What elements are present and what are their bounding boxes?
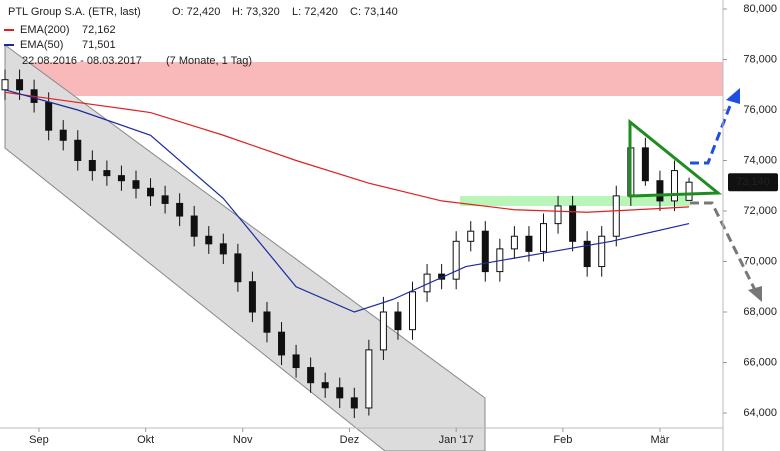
arrow-head <box>748 286 762 302</box>
candle-body <box>176 202 184 217</box>
candle-body <box>394 311 402 331</box>
candle-body <box>685 181 693 201</box>
legend-value: 71,501 <box>82 39 116 51</box>
trend-channel <box>4 44 486 451</box>
candle-body <box>117 175 125 182</box>
candle-body <box>598 235 606 268</box>
x-tick-label: Jan '17 <box>439 434 474 446</box>
candle-body <box>190 215 198 237</box>
candle-body <box>350 397 358 409</box>
candle-body <box>510 235 518 250</box>
candle-body <box>103 170 111 177</box>
candle-body <box>248 281 256 313</box>
y-tick-label: 66,000 <box>743 356 777 368</box>
candle-body <box>161 195 169 204</box>
candle-body <box>321 382 329 389</box>
candle-body <box>641 147 649 182</box>
date-range: 22.08.2016 - 08.03.2017 <box>22 55 142 67</box>
candle-body <box>612 195 620 237</box>
candle-body <box>307 367 315 384</box>
y-tick-label: 64,000 <box>743 407 777 419</box>
candle-body <box>147 187 155 197</box>
header-open: O: 72,420 <box>172 6 220 18</box>
x-tick-label: Sep <box>29 434 49 446</box>
y-tick-label: 68,000 <box>743 306 777 318</box>
candle-body <box>88 160 96 172</box>
x-tick-label: Okt <box>137 434 154 446</box>
breakdown-arrow <box>690 201 757 291</box>
y-tick-label: 78,000 <box>743 53 777 65</box>
legend-value: 72,162 <box>82 24 116 36</box>
candle-body <box>525 235 533 252</box>
x-tick-label: Dez <box>340 434 360 446</box>
header-high: H: 73,320 <box>232 6 280 18</box>
candle-body <box>45 101 53 131</box>
candle-body <box>569 205 577 242</box>
last-price-box <box>728 173 778 192</box>
candle-body <box>292 354 300 369</box>
candle-body <box>452 240 460 280</box>
candle-body <box>467 230 475 242</box>
candle-body <box>1 79 9 91</box>
candle-body <box>234 253 242 283</box>
candle-body <box>670 170 678 202</box>
ema-line <box>4 91 690 213</box>
y-tick-label: 76,000 <box>743 104 777 116</box>
header-close: C: 73,140 <box>350 6 398 18</box>
candle-body <box>409 291 417 331</box>
legend-label: EMA(50) <box>20 39 63 51</box>
y-tick-label: 74,000 <box>743 154 777 166</box>
candle-body <box>379 311 387 351</box>
legend: PTL Group S.A. (ETR, last) O: 72,420 H: … <box>8 6 398 67</box>
candle-body <box>132 180 140 189</box>
breakout-arrow <box>690 97 735 165</box>
candle-body <box>583 240 591 268</box>
x-tick-label: Nov <box>233 434 253 446</box>
candle-body <box>336 387 344 399</box>
candle-body <box>205 235 213 245</box>
candle-body <box>74 139 82 162</box>
x-tick-label: Mär <box>650 434 669 446</box>
triangle-pattern <box>628 118 723 198</box>
resistance-zone <box>5 62 723 96</box>
arrow-head <box>726 88 740 104</box>
x-tick-label: Feb <box>553 434 572 446</box>
ema-line <box>4 89 690 313</box>
candle-body <box>540 223 547 252</box>
candle-body <box>16 79 24 91</box>
candle-body <box>365 349 373 409</box>
header-name: PTL Group S.A. (ETR, last) <box>8 6 141 18</box>
candle-body <box>59 129 67 141</box>
y-tick-label: 70,000 <box>743 255 777 267</box>
header-low: L: 72,420 <box>292 6 338 18</box>
candle-body <box>263 311 271 333</box>
y-tick-label: 72,000 <box>743 205 777 217</box>
candle-body <box>554 205 562 225</box>
candle-body <box>219 243 227 255</box>
support-zone <box>460 196 690 206</box>
candle-body <box>481 230 489 273</box>
y-tick-label: 80,000 <box>743 3 777 15</box>
last-price-label: 73,140 <box>736 176 770 188</box>
period: (7 Monate, 1 Tag) <box>166 55 252 67</box>
candle-body <box>656 180 664 202</box>
candle-body <box>278 331 286 356</box>
legend-label: EMA(200) <box>20 24 70 36</box>
